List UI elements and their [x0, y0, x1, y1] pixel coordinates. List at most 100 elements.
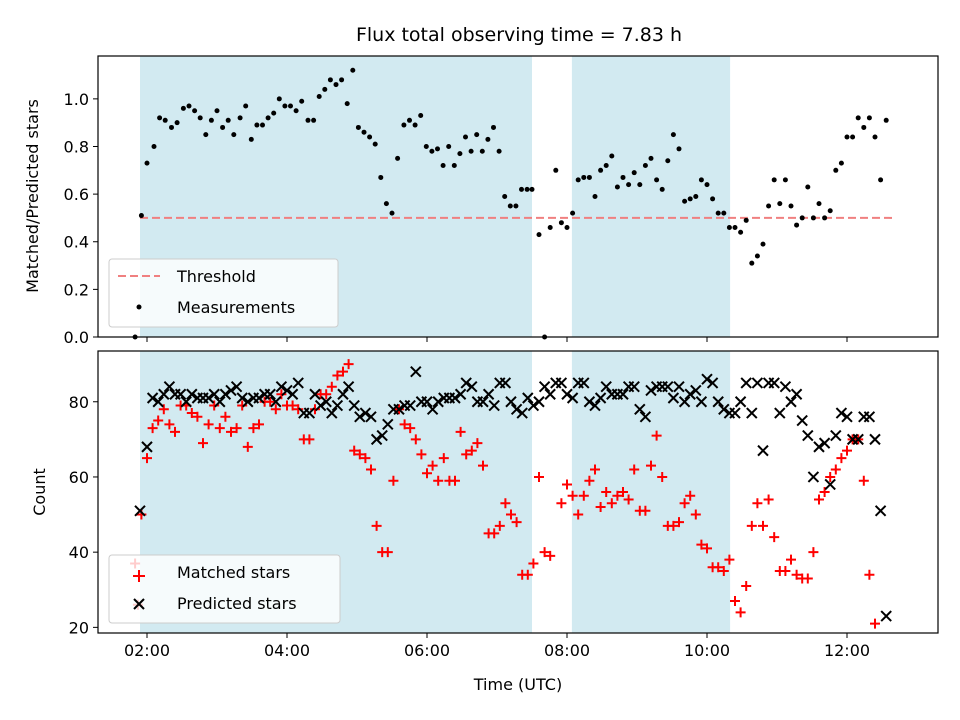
- y-tick-label: 60: [69, 468, 89, 487]
- measurement-point: [220, 124, 226, 130]
- matched-star-point: [147, 423, 158, 434]
- predicted-star-point: [734, 396, 747, 408]
- predicted-star-point: [589, 399, 601, 412]
- matched-star-point: [562, 479, 572, 490]
- measurement-point: [463, 134, 468, 140]
- measurement-point: [838, 160, 844, 166]
- predicted-star-point: [852, 433, 864, 446]
- predicted-star-point: [774, 407, 786, 419]
- measurement-point: [564, 224, 570, 230]
- predicted-star-point: [667, 392, 680, 404]
- predicted-star-point: [225, 384, 237, 397]
- x-tick-label: 02:00: [124, 641, 170, 660]
- measurement-point: [749, 260, 755, 266]
- matched-star-point: [489, 528, 500, 539]
- predicted-star-point: [348, 399, 360, 412]
- top-legend-box: [108, 258, 339, 328]
- measurement-point: [799, 215, 805, 221]
- measurement-point: [524, 186, 530, 192]
- matched-star-point: [366, 464, 376, 475]
- x-tick-label: 06:00: [404, 641, 450, 660]
- matched-star-point: [332, 370, 343, 381]
- measurement-point: [586, 174, 592, 180]
- x-tick-label: 04:00: [264, 641, 310, 660]
- predicted-star-point: [645, 384, 657, 397]
- predicted-star-point: [706, 377, 719, 389]
- predicted-star-point: [863, 411, 876, 423]
- predicted-star-point: [578, 377, 590, 389]
- measurement-point: [827, 208, 833, 214]
- predicted-star-point: [740, 377, 752, 389]
- predicted-star-point: [516, 407, 528, 419]
- matched-star-point: [472, 438, 483, 449]
- matched-star-point: [718, 565, 729, 576]
- measurement-point: [468, 148, 474, 154]
- measurement-point: [407, 117, 412, 123]
- matched-star-point: [220, 411, 231, 422]
- matched-star-point: [192, 411, 203, 422]
- matched-star-point: [237, 400, 248, 411]
- matched-star-point: [629, 464, 640, 475]
- measurement-point: [496, 148, 502, 154]
- chart-title: Flux total observing time = 7.83 h: [356, 24, 682, 46]
- matched-star-point: [371, 520, 382, 531]
- predicted-star-point: [264, 388, 276, 400]
- bottom-legend: Matched stars Predicted stars: [108, 554, 341, 624]
- measurement-point: [687, 196, 693, 202]
- matched-star-point: [461, 449, 472, 460]
- matched-star-point: [590, 464, 600, 475]
- matched-star-point: [254, 419, 264, 430]
- predicted-star-point: [499, 377, 512, 389]
- shaded-interval-2: [571, 351, 731, 633]
- measurement-point: [361, 129, 367, 135]
- measurement-point: [743, 217, 749, 223]
- matched-star-point: [567, 490, 578, 501]
- matched-star-point: [343, 359, 354, 370]
- predicted-star-point: [813, 441, 825, 453]
- matched-star-point: [752, 498, 763, 509]
- matched-star-point: [522, 569, 533, 580]
- measurement-point: [260, 122, 265, 128]
- top-axes-frame: [97, 55, 939, 338]
- predicted-star-point: [600, 381, 612, 393]
- measurement-point: [401, 122, 407, 128]
- measurement-point: [788, 203, 794, 209]
- predicted-star-point: [454, 388, 467, 400]
- measurement-point: [243, 103, 249, 109]
- measurement-point: [429, 148, 435, 154]
- predicted-star-point: [482, 388, 495, 400]
- matched-star-point: [528, 558, 539, 569]
- matched-star-point: [746, 520, 757, 531]
- matched-star-point: [438, 453, 449, 464]
- predicted-star-point: [146, 392, 159, 404]
- matched-star-point: [786, 554, 796, 565]
- matched-star-point: [741, 581, 752, 591]
- predicted-star-point: [824, 478, 836, 491]
- measurement-point: [248, 136, 254, 142]
- legend-measurements-swatch: [136, 304, 142, 310]
- predicted-star-point: [790, 388, 803, 400]
- matched-star-point: [142, 453, 152, 464]
- matched-star-point: [338, 366, 348, 377]
- measurement-point: [355, 124, 361, 130]
- predicted-star-point: [678, 396, 691, 408]
- measurement-point: [861, 124, 867, 130]
- measurement-point: [810, 215, 816, 221]
- measurement-point: [208, 117, 214, 123]
- predicted-star-point: [331, 399, 344, 412]
- top-panel: 0.0 0.2 0.4 0.6 0.8 1.0 Matched/Predicted sta…: [23, 55, 939, 347]
- predicted-star-point: [320, 396, 332, 408]
- predicted-star-point: [785, 396, 797, 408]
- measurement-point: [738, 229, 744, 235]
- predicted-star-point: [376, 429, 388, 442]
- measurement-point: [710, 196, 716, 202]
- measurement-point: [794, 222, 800, 228]
- matched-star-point: [612, 490, 623, 501]
- predicted-star-point: [533, 396, 545, 408]
- matched-star-point: [545, 550, 556, 561]
- predicted-star-point: [701, 373, 713, 385]
- predicted-star-point: [326, 407, 338, 419]
- predicted-star-point: [219, 388, 232, 400]
- measurement-point: [570, 210, 576, 216]
- matched-star-point: [405, 423, 416, 434]
